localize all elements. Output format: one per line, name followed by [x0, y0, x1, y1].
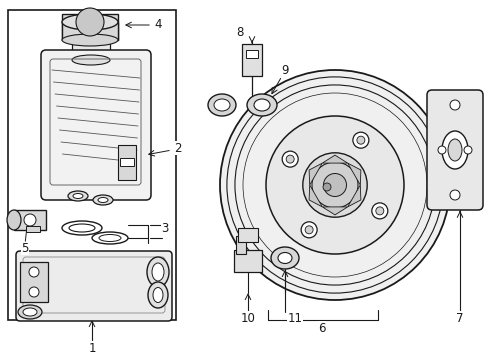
Text: 9: 9	[281, 63, 288, 77]
Circle shape	[285, 155, 294, 163]
Circle shape	[265, 116, 403, 254]
Circle shape	[76, 8, 104, 36]
Polygon shape	[347, 163, 360, 185]
Circle shape	[356, 136, 364, 144]
Ellipse shape	[278, 252, 291, 264]
Polygon shape	[322, 207, 347, 215]
Circle shape	[449, 190, 459, 200]
Circle shape	[29, 267, 39, 277]
Circle shape	[371, 203, 387, 219]
Bar	[238, 228, 258, 242]
Text: 10: 10	[240, 311, 255, 324]
FancyBboxPatch shape	[426, 90, 482, 210]
Circle shape	[352, 132, 368, 148]
Polygon shape	[308, 163, 322, 185]
Ellipse shape	[207, 94, 236, 116]
Ellipse shape	[72, 55, 110, 65]
Ellipse shape	[7, 210, 21, 230]
Circle shape	[437, 146, 445, 154]
Ellipse shape	[68, 191, 88, 201]
Ellipse shape	[214, 99, 229, 111]
Ellipse shape	[253, 99, 269, 111]
Polygon shape	[322, 155, 347, 163]
Text: 6: 6	[318, 321, 325, 334]
Circle shape	[375, 207, 383, 215]
Bar	[26, 226, 40, 232]
Bar	[234, 250, 262, 272]
Circle shape	[449, 100, 459, 110]
Bar	[62, 14, 118, 40]
Ellipse shape	[147, 257, 169, 287]
Bar	[118, 145, 136, 180]
Bar	[72, 40, 110, 60]
Ellipse shape	[153, 288, 163, 302]
Ellipse shape	[447, 139, 461, 161]
Bar	[20, 262, 48, 302]
Ellipse shape	[18, 305, 42, 319]
Circle shape	[24, 214, 36, 226]
Text: 5: 5	[21, 242, 29, 255]
Ellipse shape	[62, 34, 118, 46]
Bar	[120, 158, 134, 166]
Circle shape	[302, 153, 366, 217]
Ellipse shape	[246, 94, 276, 116]
Ellipse shape	[23, 308, 37, 316]
Text: 7: 7	[455, 311, 463, 324]
Ellipse shape	[441, 131, 467, 169]
FancyBboxPatch shape	[16, 251, 172, 321]
Circle shape	[305, 226, 312, 234]
Circle shape	[323, 183, 330, 191]
Circle shape	[301, 222, 317, 238]
Circle shape	[463, 146, 471, 154]
Circle shape	[282, 151, 298, 167]
Ellipse shape	[93, 195, 113, 205]
Text: 4: 4	[154, 18, 162, 31]
Text: 3: 3	[161, 221, 168, 234]
Ellipse shape	[148, 282, 168, 308]
Bar	[245, 50, 258, 58]
Circle shape	[29, 287, 39, 297]
Ellipse shape	[152, 263, 163, 281]
Bar	[14, 210, 46, 230]
Bar	[236, 236, 245, 254]
Text: 1: 1	[88, 342, 96, 355]
Circle shape	[323, 174, 346, 197]
Polygon shape	[347, 185, 360, 207]
Text: 8: 8	[236, 26, 243, 39]
Bar	[242, 44, 262, 76]
Circle shape	[311, 162, 357, 208]
Text: 2: 2	[174, 141, 182, 154]
Ellipse shape	[72, 35, 110, 45]
Ellipse shape	[62, 14, 118, 30]
FancyBboxPatch shape	[41, 50, 151, 200]
Text: 11: 11	[287, 311, 302, 324]
Ellipse shape	[73, 194, 83, 198]
Ellipse shape	[98, 198, 108, 202]
Circle shape	[220, 70, 449, 300]
Ellipse shape	[270, 247, 298, 269]
Bar	[8, 10, 176, 320]
Polygon shape	[308, 185, 322, 207]
